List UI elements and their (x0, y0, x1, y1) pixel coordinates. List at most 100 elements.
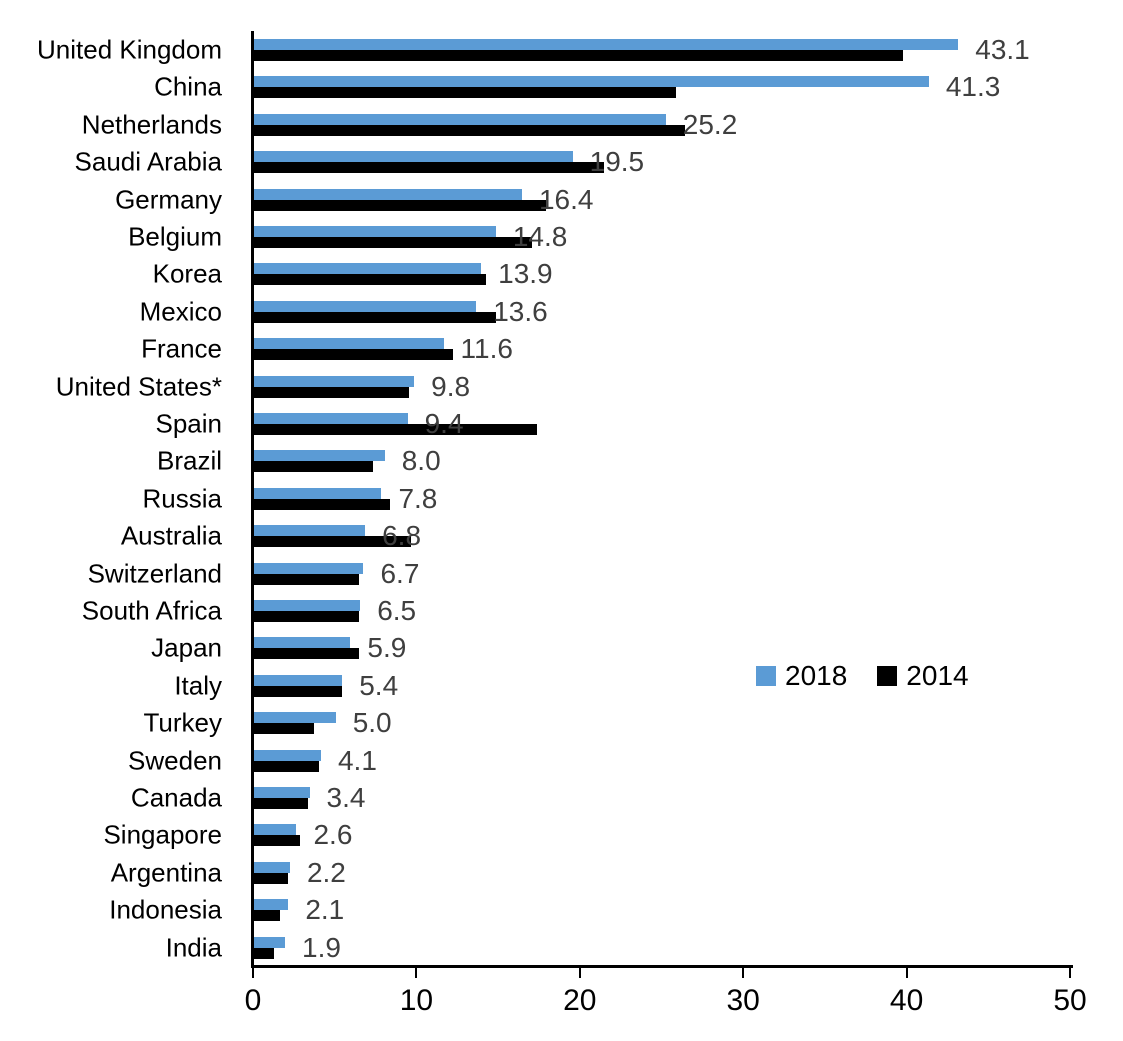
x-tick-30 (742, 968, 745, 978)
bar-2018-netherlands (254, 113, 666, 125)
x-tick-label-0: 0 (244, 984, 262, 1017)
value-label-south-africa: 6.5 (377, 595, 417, 626)
value-label-belgium: 14.8 (512, 221, 568, 252)
value-label-united-kingdom: 43.1 (975, 34, 1030, 65)
category-label-japan: Japan (151, 632, 222, 663)
category-label-indonesia: Indonesia (109, 894, 222, 925)
x-tick-0 (252, 968, 254, 978)
bar-2018-korea (254, 263, 482, 275)
bar-2018-singapore (254, 824, 297, 836)
x-tick-label-50: 50 (1053, 984, 1087, 1017)
bar-2018-argentina (254, 861, 290, 873)
bar-2014-turkey (254, 723, 315, 735)
value-label-united-states: 9.8 (431, 370, 471, 402)
value-label-australia: 6.8 (382, 520, 422, 552)
bar-2018-brazil (254, 450, 385, 462)
bar-2018-switzerland (254, 562, 364, 574)
category-label-sweden: Sweden (128, 745, 222, 776)
category-label-spain: Spain (155, 408, 223, 439)
value-label-turkey: 5.0 (352, 707, 392, 739)
bar-2014-singapore (254, 835, 300, 847)
value-label-france: 11.6 (460, 333, 513, 365)
x-tick-label-10: 10 (399, 984, 434, 1017)
value-label-spain: 9.4 (424, 408, 464, 439)
value-label-argentina: 2.2 (306, 856, 346, 888)
category-label-germany: Germany (115, 184, 222, 215)
value-label-singapore: 2.6 (313, 819, 353, 851)
bar-2018-turkey (254, 712, 336, 724)
bar-2014-italy (254, 685, 343, 697)
legend-item-2018: 2018 (756, 660, 847, 692)
bar-2014-switzerland (254, 573, 359, 585)
category-label-switzerland: Switzerland (87, 558, 222, 589)
bar-2018-indonesia (254, 899, 289, 911)
category-label-china: China (154, 71, 222, 102)
value-label-italy: 5.4 (359, 669, 399, 701)
category-label-saudi-arabia: Saudi Arabia (74, 146, 222, 177)
bar-2018-china (254, 76, 929, 88)
bar-2014-indonesia (254, 910, 281, 922)
value-label-india: 1.9 (302, 931, 341, 963)
bar-2014-brazil (254, 461, 374, 473)
bar-2018-belgium (254, 226, 496, 237)
value-label-korea: 13.9 (498, 258, 553, 290)
bar-2018-france (254, 338, 444, 350)
bar-2014-south-africa (254, 611, 359, 622)
category-label-united-kingdom: United Kingdom (37, 34, 222, 65)
value-label-canada: 3.4 (326, 782, 366, 813)
category-label-canada: Canada (130, 782, 222, 813)
value-label-brazil: 8.0 (401, 445, 441, 477)
x-axis-line (251, 965, 1073, 968)
bar-2018-japan (254, 637, 351, 649)
legend: 2018 2014 (756, 660, 999, 692)
legend-item-2014: 2014 (877, 660, 969, 692)
bar-2014-united-states (254, 386, 410, 398)
value-label-indonesia: 2.1 (305, 894, 345, 926)
bar-2014-spain (254, 424, 537, 435)
bar-2014-korea (254, 274, 487, 286)
value-label-sweden: 4.1 (337, 744, 377, 776)
category-label-turkey: Turkey (143, 707, 223, 738)
bar-2018-united-states (254, 375, 415, 387)
category-label-russia: Russia (142, 483, 222, 514)
bar-2014-netherlands (254, 124, 686, 136)
y-axis-line (251, 31, 254, 968)
category-label-india: India (165, 932, 222, 963)
category-label-united-states: United States* (55, 371, 222, 402)
x-tick-label-30: 30 (726, 984, 760, 1017)
bar-2018-spain (254, 413, 408, 424)
value-label-switzerland: 6.7 (380, 557, 420, 589)
bar-2014-belgium (254, 237, 532, 248)
bar-2014-saudi-arabia (254, 162, 604, 174)
value-label-germany: 16.4 (538, 183, 594, 215)
bar-2014-argentina (254, 872, 289, 884)
bar-2014-canada (254, 798, 308, 809)
bar-2018-saudi-arabia (254, 151, 573, 163)
value-label-china: 41.3 (945, 71, 1001, 103)
bar-2014-mexico (254, 311, 496, 323)
bar-2014-sweden (254, 760, 320, 772)
category-label-belgium: Belgium (128, 221, 222, 252)
bar-2018-russia (254, 487, 382, 499)
legend-label-2014: 2014 (906, 660, 969, 691)
bar-2018-mexico (254, 300, 477, 312)
bar-2014-japan (254, 648, 359, 660)
bar-2014-china (254, 87, 676, 99)
bar-2014-australia (254, 536, 411, 548)
value-label-saudi-arabia: 19.5 (589, 146, 645, 178)
bar-2018-germany (254, 188, 522, 200)
value-label-netherlands: 25.2 (682, 108, 738, 140)
bar-2014-france (254, 349, 454, 361)
value-label-russia: 7.8 (398, 482, 438, 514)
bar-2018-sweden (254, 749, 321, 761)
bar-2018-india (254, 936, 286, 948)
bar-2014-russia (254, 498, 390, 510)
category-label-mexico: Mexico (139, 296, 222, 327)
bar-2014-germany (254, 199, 547, 211)
x-tick-10 (415, 968, 418, 978)
bar-2014-united-kingdom (254, 50, 903, 61)
x-tick-label-20: 20 (563, 984, 597, 1017)
category-label-brazil: Brazil (156, 445, 222, 476)
legend-swatch-2014 (877, 666, 898, 686)
x-tick-50 (1069, 968, 1071, 978)
